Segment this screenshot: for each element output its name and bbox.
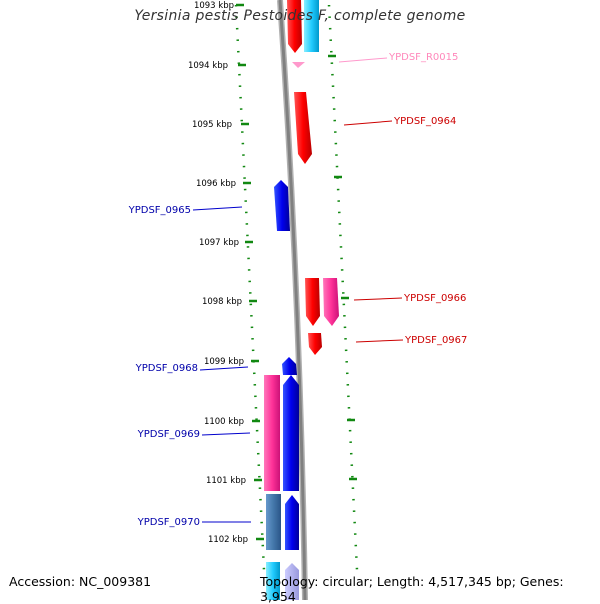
tick-label: 1102 kbp [208,535,248,545]
gene-steel-feature[interactable] [266,494,281,550]
gene-label-ypdsf-0968[interactable]: YPDSF_0968 [135,363,198,374]
gene-label-ypdsf-0967[interactable]: YPDSF_0967 [404,335,467,346]
gene-label-ypdsf-0964[interactable]: YPDSF_0964 [393,116,456,127]
tick-label: 1097 kbp [199,238,239,248]
gene-ypdsf-0964[interactable] [294,92,312,164]
tick-label: 1101 kbp [206,476,246,486]
connector-ypdsf-0964 [343,120,393,126]
connector-ypdsf-0967 [355,339,404,343]
genome-backbone-core [278,0,307,600]
connector-ypdsf-0969 [201,432,251,436]
gene-ypdsf-0969[interactable] [283,375,299,491]
gene-ypdsf-r0015[interactable] [292,62,305,68]
connector-ypdsf-0965 [192,206,243,211]
genome-title: Yersinia pestis Pestoides F, complete ge… [134,8,466,24]
gene-ypdsf-0967[interactable] [308,333,322,355]
gene-pink-feature-right[interactable] [323,278,339,326]
gene-pink-feature[interactable] [264,375,280,491]
connector-ypdsf-0968 [199,366,249,371]
gene-ypdsf-0966[interactable] [305,278,320,326]
gene-label-ypdsf-0966[interactable]: YPDSF_0966 [403,293,466,304]
tick-label: 1093 kbp [194,1,234,11]
gene-label-ypdsf-r0015[interactable]: YPDSF_R0015 [388,52,458,63]
tick-label: 1094 kbp [188,61,228,71]
tick-label: 1096 kbp [196,179,236,189]
tick-label: 1100 kbp [204,417,244,427]
gene-ypdsf-0968[interactable] [282,357,297,375]
gene-cyan-feature-bottom[interactable] [266,562,280,600]
tick-marks [236,3,357,541]
connector-ypdsf-r0015 [338,57,388,63]
gene-red-top[interactable] [287,0,302,53]
gene-cyan-feature-top[interactable] [304,0,319,52]
tick-label: 1095 kbp [192,120,232,130]
accession-text: Accession: NC_009381 [9,574,152,589]
gene-label-ypdsf-0969[interactable]: YPDSF_0969 [137,429,200,440]
tick-label: 1098 kbp [202,297,242,307]
tick-label: 1099 kbp [204,357,244,367]
gene-label-ypdsf-0965[interactable]: YPDSF_0965 [128,205,191,216]
tick-labels: 1093 kbp 1094 kbp 1095 kbp 1096 kbp 1097… [188,1,248,545]
gene-ypdsf-0965[interactable] [274,180,290,231]
gene-ypdsf-0970[interactable] [285,495,299,550]
connector-ypdsf-0966 [353,297,403,301]
gene-lavender-feature-bottom[interactable] [285,563,299,600]
gene-label-ypdsf-0970[interactable]: YPDSF_0970 [137,517,200,528]
